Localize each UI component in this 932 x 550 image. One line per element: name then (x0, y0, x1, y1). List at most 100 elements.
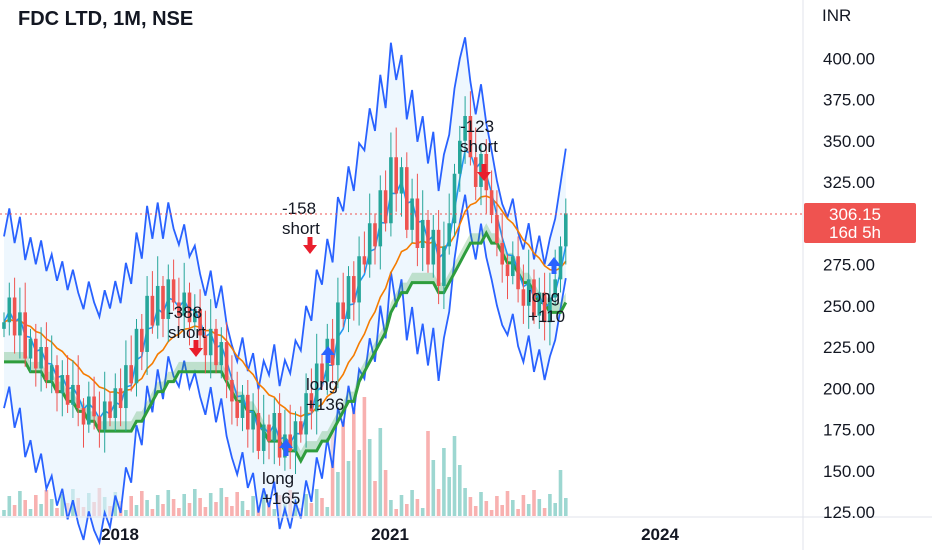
last-price-value: 306.15 (829, 205, 881, 224)
candle-body (314, 363, 319, 412)
annotation-text: long (262, 469, 294, 488)
candle-body (150, 295, 155, 326)
volume-bar (458, 465, 462, 516)
y-tick-label: 275.00 (823, 256, 875, 275)
annotation-text: short (460, 137, 498, 156)
candle-body (373, 223, 377, 247)
volume-bar (452, 436, 457, 516)
candle-body (548, 297, 552, 323)
y-tick-label: 325.00 (823, 173, 875, 192)
y-tick-label: 250.00 (823, 297, 875, 316)
candle-body (537, 292, 542, 316)
volume-bar (314, 489, 319, 516)
candle-body (468, 116, 473, 158)
volume-bar (134, 505, 139, 516)
candle-body (309, 393, 314, 412)
volume-bar (219, 488, 224, 516)
volume-bar (473, 506, 478, 516)
volume-bar (426, 431, 430, 516)
candle-body (177, 302, 181, 316)
candle-body (410, 198, 414, 230)
candle-body (346, 276, 351, 319)
candle-body (426, 219, 430, 265)
candle-body (489, 190, 494, 215)
volume-bar (394, 509, 398, 516)
volume-bar (12, 505, 17, 516)
last-price-tag-bg (804, 203, 916, 243)
time-axis[interactable]: 2018 2021 2024 (101, 525, 679, 544)
candle-body (65, 375, 70, 405)
volume-bar (479, 492, 483, 516)
volume-bar (389, 500, 393, 516)
y-tick-label: 125.00 (823, 503, 875, 522)
volume-bar (293, 499, 298, 516)
y-tick-label: 225.00 (823, 338, 875, 357)
candle-body (44, 347, 49, 380)
volume-bar (463, 488, 467, 516)
sell-arrow-icon (303, 237, 317, 254)
volume-bar (489, 510, 494, 516)
y-tick-label: 375.00 (823, 91, 875, 110)
volume-bar (49, 499, 54, 516)
candle-body (383, 190, 388, 224)
candle-body (118, 388, 123, 409)
bollinger-upper-line (3, 37, 567, 390)
volume-bar (516, 509, 520, 516)
candle-body (145, 295, 149, 352)
volume-bar (362, 397, 367, 516)
signal-arrows (189, 164, 561, 456)
volume-bar (155, 495, 160, 516)
volume-bar (18, 491, 22, 516)
candle-body (442, 246, 446, 286)
y-tick-label: 350.00 (823, 132, 875, 151)
candle-body (553, 279, 557, 298)
volume-bar (542, 508, 547, 516)
ema-line (3, 195, 567, 418)
volume-bar (341, 419, 345, 516)
candle-body (277, 413, 282, 458)
candle-body (182, 292, 186, 316)
volume-bar (39, 504, 43, 516)
candle-body (420, 219, 425, 248)
candle-body (208, 328, 213, 356)
candle-body (293, 421, 298, 451)
volume-bar (410, 490, 414, 516)
candle-body (2, 322, 6, 329)
candle-body (219, 342, 224, 366)
volume-bar (399, 495, 404, 516)
candle-body (87, 396, 91, 425)
candle-body (214, 328, 218, 366)
candle-body (564, 213, 568, 247)
volume-bar (484, 501, 489, 516)
sell-arrow-icon (189, 340, 203, 357)
volume-bar (166, 490, 171, 516)
candle-body (389, 157, 393, 224)
volume-bar (526, 504, 531, 516)
volume-bar (230, 506, 234, 516)
volume-bar (304, 494, 308, 516)
price-axis[interactable]: 125.00 150.00 175.00 200.00 225.00 250.00 275.… (823, 49, 875, 522)
volume-bar (420, 508, 425, 516)
volume-bar (240, 501, 245, 516)
volume-bar (224, 497, 229, 516)
candle-body (39, 347, 43, 369)
candle-body (516, 256, 520, 290)
candle-body (235, 401, 239, 418)
candle-body (463, 116, 467, 141)
volume-bar (177, 508, 181, 516)
candle-body (134, 328, 139, 384)
candle-body (436, 229, 441, 286)
candle-body (341, 302, 345, 319)
volume-bar (140, 491, 144, 516)
y-tick-label: 175.00 (823, 421, 875, 440)
candle-body (447, 223, 451, 247)
candle-body (124, 365, 128, 409)
candle-body (495, 215, 499, 244)
volume-bar (187, 503, 192, 516)
candle-body (505, 264, 510, 277)
candle-body (140, 328, 144, 352)
volume-bar (511, 500, 515, 516)
candle-body (76, 384, 80, 409)
candle-body (129, 365, 133, 384)
